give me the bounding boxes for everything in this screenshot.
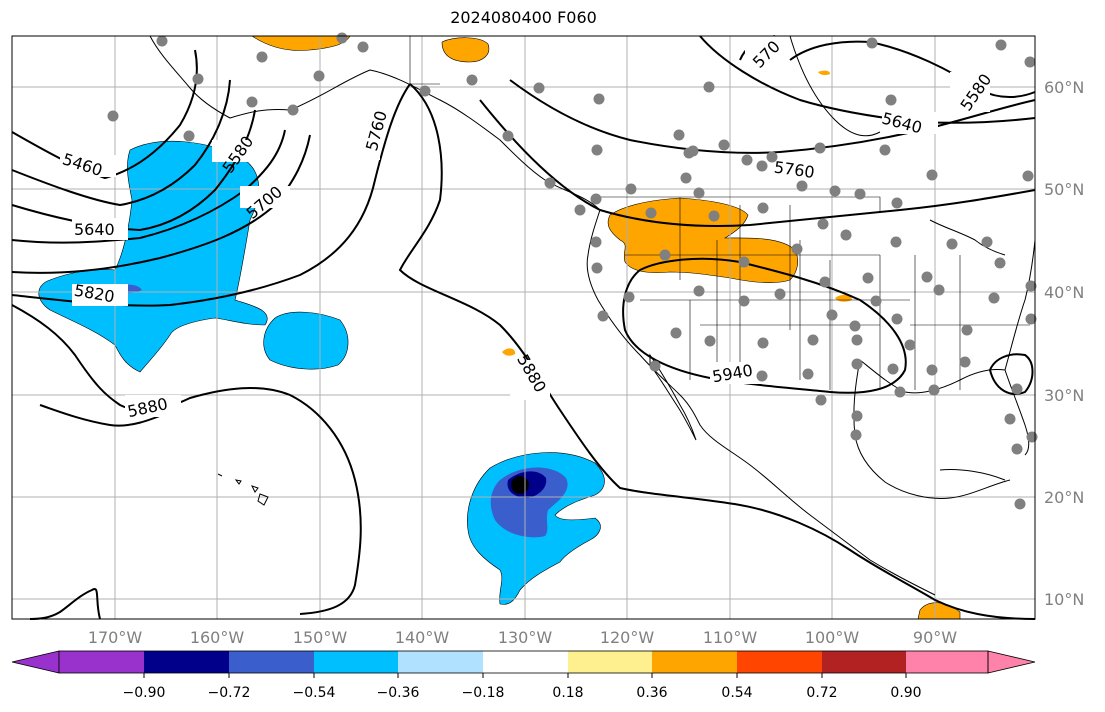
longitude-labels: 170°W 160°W 150°W 140°W 130°W 120°W 110°… (88, 628, 957, 647)
positive-region-west-us (607, 197, 799, 283)
hudson-bay (789, 35, 881, 137)
contour-5640-east (699, 35, 1036, 124)
colorbar-segment (398, 651, 483, 673)
longitude-label: 110°W (703, 628, 758, 647)
colorbar-tick-label: 0.90 (890, 685, 921, 701)
mexico-gulf-coast (853, 359, 1011, 499)
contour-label: 5640 (74, 220, 115, 239)
colorbar-tick-label: −0.90 (123, 685, 166, 701)
longitude-label: 130°W (498, 628, 553, 647)
latitude-labels: 60°N 50°N 40°N 30°N 20°N 10°N (1044, 78, 1084, 609)
contour-5700-east (509, 79, 1036, 154)
colorbar-segment (144, 651, 229, 673)
contour-5820 (11, 304, 362, 615)
colorbar-tick-label: 0.18 (552, 685, 583, 701)
colorbar-segment (737, 651, 822, 673)
cyclone-center (511, 476, 529, 494)
positive-region-small-2 (502, 348, 516, 356)
baja-california (649, 353, 697, 441)
alaska-coast (149, 35, 601, 211)
florida (1004, 369, 1030, 456)
station-dots (107, 32, 1038, 510)
contour-small-loop-east (988, 353, 1034, 395)
longitude-label: 160°W (190, 628, 245, 647)
colorbar-segment (483, 651, 568, 673)
longitude-label: 140°W (395, 628, 450, 647)
cuba (939, 469, 1006, 481)
colorbar-tick-label: −0.54 (293, 685, 336, 701)
colorbar-tick-label: −0.72 (208, 685, 251, 701)
latitude-label: 20°N (1044, 488, 1084, 507)
map-frame (11, 35, 1036, 620)
longitude-label: 100°W (805, 628, 860, 647)
colorbar-tick-label: 0.72 (806, 685, 837, 701)
contour-labels: 5460 5640 5820 5580 5700 5760 5880 5880 … (60, 36, 995, 421)
hawaii-islands (217, 473, 269, 506)
negative-region-north-pacific (38, 141, 268, 373)
colorbar-extend-high (987, 650, 1036, 674)
colorbar-segment (652, 651, 737, 673)
colorbar-segment (59, 651, 144, 673)
contour-5880-main (29, 588, 101, 620)
latitude-label: 60°N (1044, 78, 1084, 97)
colorbar: −0.90 −0.72 −0.54 −0.36 −0.18 0.18 0.36 … (11, 650, 1036, 701)
colorbar-tick-label: 0.36 (636, 685, 667, 701)
colorbar-frame (58, 650, 989, 674)
map-title: 2024080400 F060 (450, 8, 597, 27)
longitude-label: 90°W (913, 628, 957, 647)
colorbar-extend-low (11, 650, 60, 674)
colorbar-segment (229, 651, 314, 673)
colorbar-segment (822, 651, 906, 673)
great-lakes (929, 219, 1006, 256)
longitude-label: 170°W (88, 628, 143, 647)
contour-5880-west (39, 404, 171, 427)
state-boundaries (409, 36, 1030, 390)
latitude-label: 30°N (1044, 386, 1084, 405)
colorbar-tick-label: 0.54 (721, 685, 752, 701)
contour-5460 (11, 49, 198, 180)
latitude-label: 10°N (1044, 590, 1084, 609)
colorbar-segment (906, 651, 988, 673)
colorbar-tick-label: −0.18 (462, 685, 505, 701)
contour-5520 (11, 79, 231, 207)
west-coast (586, 209, 936, 596)
contour-5760-east (479, 99, 1036, 228)
positive-region-gulf-of-alaska (441, 37, 490, 63)
contour-5640 (11, 129, 286, 244)
contour-5880-loop (398, 83, 1036, 620)
colorbar-segment (314, 651, 398, 673)
negative-region-mid-pacific (263, 311, 349, 370)
contour-5700 (11, 134, 311, 274)
shaded-field (38, 35, 961, 620)
colorbar-ticks (143, 673, 907, 678)
longitude-label: 150°W (293, 628, 348, 647)
colorbar-tick-label: −0.36 (377, 685, 420, 701)
gridlines (12, 36, 1035, 619)
positive-region-small-3 (818, 70, 830, 76)
latitude-label: 40°N (1044, 283, 1084, 302)
east-coast (1004, 239, 1036, 371)
colorbar-segment (568, 651, 652, 673)
contour-5580-east (789, 40, 1036, 98)
longitude-label: 120°W (600, 628, 655, 647)
latitude-label: 50°N (1044, 180, 1084, 199)
